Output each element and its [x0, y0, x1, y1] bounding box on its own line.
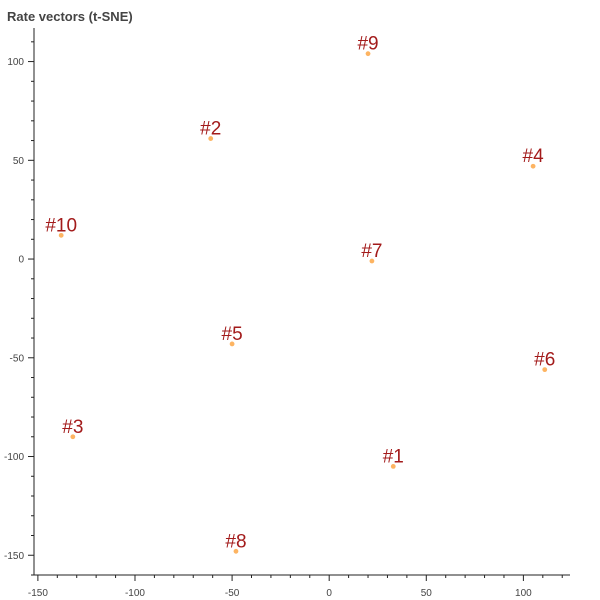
data-point: [542, 367, 548, 373]
y-tick-label: -150: [4, 551, 24, 562]
data-point: [390, 463, 396, 469]
data-points: #9 #2 #4 #10 #7 #5 #6 #3 #1 #8: [45, 34, 555, 554]
data-point: [208, 136, 214, 141]
minor-ticks: [31, 41, 563, 578]
y-axis: 100 50 0 -50 -100 -150: [4, 57, 34, 562]
point-label: #9: [357, 34, 378, 55]
y-tick-label: -100: [4, 452, 24, 463]
x-axis: -150 -100 -50 0 50 100: [28, 575, 532, 599]
x-tick-label: 100: [515, 588, 532, 599]
data-point: [233, 548, 239, 554]
data-point: [70, 434, 76, 440]
point-label: #4: [523, 146, 545, 167]
point-label: #1: [383, 446, 404, 467]
x-tick-label: 0: [326, 588, 332, 599]
x-tick-label: -150: [28, 588, 48, 599]
point-label: #2: [200, 119, 221, 140]
point-label: #10: [45, 215, 77, 236]
y-tick-label: 50: [13, 156, 25, 167]
x-tick-label: -100: [125, 588, 145, 599]
data-point: [365, 51, 371, 57]
chart-title: Rate vectors (t-SNE): [7, 9, 133, 24]
data-point: [58, 232, 64, 238]
point-label: #6: [534, 350, 555, 371]
y-tick-label: 0: [18, 255, 24, 266]
point-label: #3: [62, 417, 83, 438]
x-tick-label: 50: [421, 588, 433, 599]
data-point: [530, 163, 536, 169]
point-label: #5: [222, 324, 243, 345]
x-tick-label: -50: [225, 588, 240, 599]
point-label: #7: [361, 241, 382, 262]
y-tick-label: 100: [7, 57, 24, 68]
data-point: [369, 258, 375, 264]
data-point: [229, 341, 235, 347]
y-tick-label: -50: [10, 353, 25, 364]
point-label: #8: [225, 531, 246, 552]
